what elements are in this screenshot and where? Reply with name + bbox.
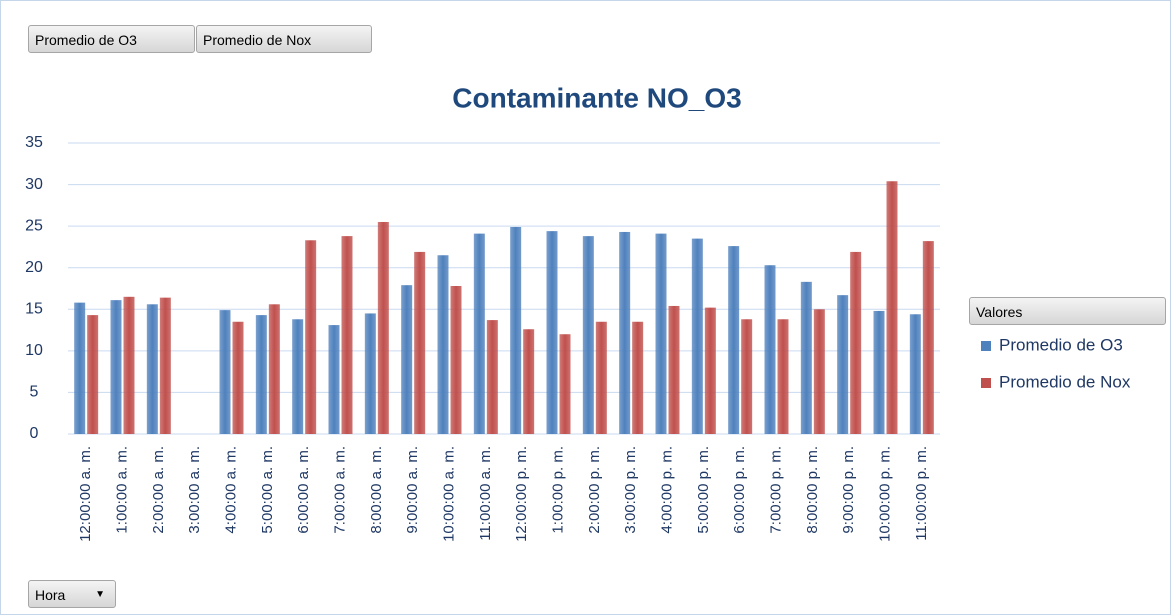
y-tick-label: 25 bbox=[25, 217, 43, 234]
bar bbox=[619, 231, 631, 434]
bar bbox=[922, 241, 934, 434]
bar bbox=[74, 302, 86, 434]
bar bbox=[837, 295, 849, 434]
bar bbox=[704, 307, 716, 434]
bar bbox=[523, 329, 535, 434]
bar bbox=[728, 246, 740, 434]
bar bbox=[886, 181, 898, 434]
legend-swatch bbox=[981, 341, 991, 351]
bar bbox=[437, 255, 449, 434]
bar bbox=[255, 315, 267, 434]
x-tick-label: 10:00:00 p. m. bbox=[876, 446, 893, 542]
bar bbox=[341, 236, 353, 434]
x-tick-label: 9:00:00 a. m. bbox=[404, 446, 421, 534]
bar bbox=[510, 226, 522, 434]
bar bbox=[582, 236, 594, 434]
x-tick-label: 11:00:00 p. m. bbox=[913, 446, 930, 541]
bar bbox=[668, 305, 680, 434]
x-tick-label: 10:00:00 a. m. bbox=[440, 446, 457, 542]
bar bbox=[741, 319, 753, 434]
bar bbox=[364, 313, 376, 434]
bar bbox=[559, 334, 571, 434]
axis-field-button[interactable]: Hora ▼ bbox=[28, 580, 116, 608]
x-tick-label: 9:00:00 p. m. bbox=[840, 446, 857, 534]
bar bbox=[632, 321, 644, 434]
field-button[interactable]: Promedio de O3 bbox=[28, 25, 195, 53]
x-tick-label: 3:00:00 a. m. bbox=[186, 446, 203, 534]
x-tick-label: 11:00:00 a. m. bbox=[477, 446, 494, 541]
x-tick-label: 4:00:00 a. m. bbox=[222, 446, 239, 534]
y-tick-label: 15 bbox=[25, 301, 43, 318]
y-tick-label: 10 bbox=[25, 342, 43, 359]
chart-title: Contaminante NO_O3 bbox=[452, 82, 741, 113]
bar bbox=[655, 233, 667, 434]
x-tick-label: 7:00:00 p. m. bbox=[767, 446, 784, 534]
bar bbox=[486, 320, 498, 434]
bar bbox=[377, 221, 389, 434]
bar bbox=[87, 315, 99, 434]
bar bbox=[450, 286, 462, 434]
bar bbox=[292, 319, 304, 434]
bar bbox=[764, 265, 776, 434]
bar bbox=[123, 296, 135, 434]
x-tick-label: 2:00:00 p. m. bbox=[586, 446, 603, 534]
x-tick-label: 12:00:00 p. m. bbox=[513, 446, 530, 542]
bar bbox=[850, 251, 862, 434]
legend-label: Promedio de O3 bbox=[999, 335, 1123, 354]
x-tick-label: 5:00:00 a. m. bbox=[259, 446, 276, 534]
bar bbox=[546, 231, 558, 434]
x-tick-label: 6:00:00 p. m. bbox=[731, 446, 748, 534]
x-tick-label: 6:00:00 a. m. bbox=[295, 446, 312, 534]
x-tick-label: 5:00:00 p. m. bbox=[695, 446, 712, 534]
field-button[interactable]: Promedio de Nox bbox=[196, 25, 372, 53]
bar bbox=[328, 325, 340, 434]
bar bbox=[595, 321, 607, 434]
bar bbox=[414, 251, 426, 434]
x-tick-label: 8:00:00 p. m. bbox=[804, 446, 821, 534]
y-tick-label: 0 bbox=[30, 425, 39, 442]
x-tick-label: 4:00:00 p. m. bbox=[658, 446, 675, 534]
y-tick-label: 5 bbox=[30, 384, 39, 401]
x-tick-label: 2:00:00 a. m. bbox=[150, 446, 167, 534]
bar bbox=[909, 314, 921, 434]
x-tick-label: 7:00:00 a. m. bbox=[331, 446, 348, 534]
bar bbox=[159, 297, 171, 434]
bar bbox=[813, 309, 825, 434]
x-tick-label: 12:00:00 a. m. bbox=[77, 446, 94, 542]
bar bbox=[800, 281, 812, 434]
bar bbox=[691, 238, 703, 434]
legend-title: Valores bbox=[969, 297, 1166, 325]
x-tick-label: 8:00:00 a. m. bbox=[368, 446, 385, 534]
y-tick-label: 30 bbox=[25, 176, 43, 193]
bar bbox=[305, 240, 317, 434]
bar bbox=[146, 304, 158, 434]
bar bbox=[219, 310, 231, 434]
legend-swatch bbox=[981, 378, 991, 388]
bar bbox=[473, 233, 485, 434]
y-tick-label: 20 bbox=[25, 259, 43, 276]
axis-field-label: Hora bbox=[35, 587, 66, 603]
x-tick-label: 3:00:00 p. m. bbox=[622, 446, 639, 534]
x-tick-label: 1:00:00 a. m. bbox=[113, 446, 130, 534]
x-tick-label: 1:00:00 p. m. bbox=[549, 446, 566, 534]
dropdown-arrow: ▼ bbox=[95, 589, 105, 600]
bar bbox=[232, 321, 244, 434]
bar bbox=[777, 319, 789, 434]
bar bbox=[873, 310, 885, 434]
bar bbox=[110, 300, 122, 434]
bar bbox=[268, 304, 280, 434]
legend-label: Promedio de Nox bbox=[999, 372, 1131, 391]
bar bbox=[401, 285, 413, 434]
y-tick-label: 35 bbox=[25, 134, 43, 151]
